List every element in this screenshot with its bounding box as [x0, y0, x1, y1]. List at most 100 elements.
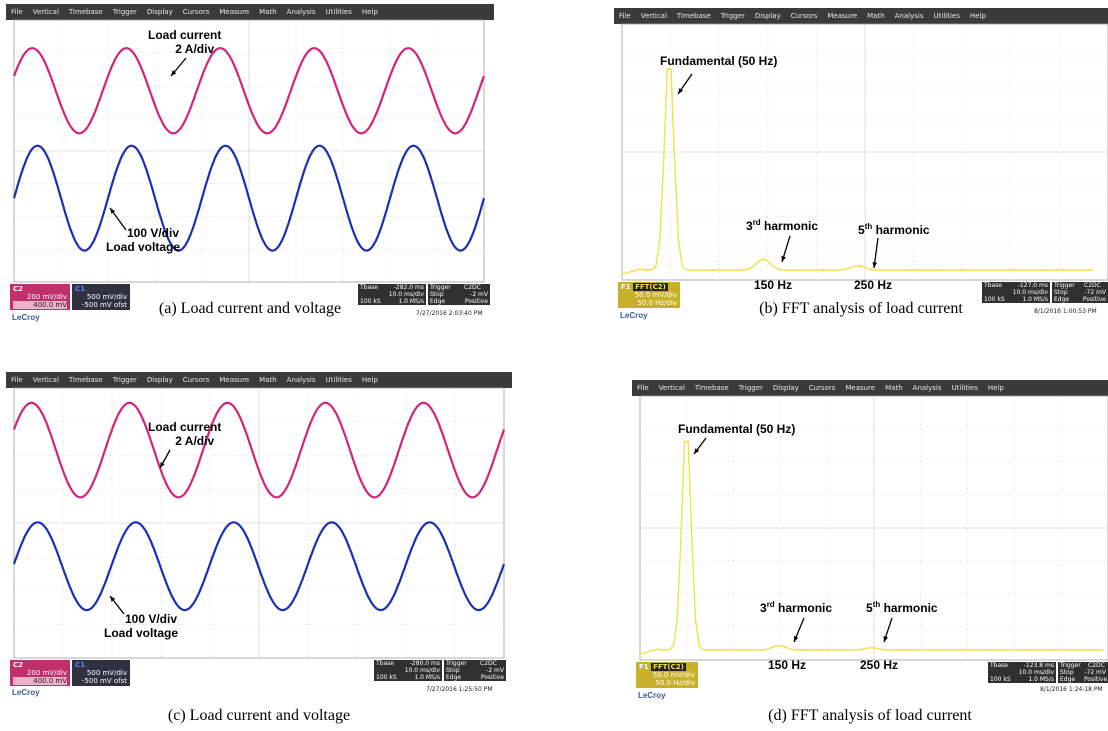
channel-c2-box[interactable]: C2 200 mV/div 400.0 mV — [10, 284, 70, 310]
menu-analysis[interactable]: Analysis — [894, 12, 924, 20]
arrow-head — [678, 88, 684, 94]
fft-sample-point — [824, 269, 827, 271]
menu-help[interactable]: Help — [361, 376, 378, 384]
menu-utilities[interactable]: Utilities — [933, 12, 960, 20]
channel-f1-box[interactable]: F1 FFT(C2) 50.0 mV/div 50.0 Hz/div — [618, 282, 680, 308]
fft-sample-point — [850, 649, 853, 651]
fft-sample-point — [928, 649, 931, 651]
fft-sample-point — [694, 619, 697, 622]
harmonic-3-number: 3 — [746, 219, 753, 233]
trigger-type: Edge — [1058, 676, 1082, 683]
panel-d: File Vertical Timebase Trigger Display Cursor… — [632, 380, 1108, 700]
fft-sample-point — [881, 269, 884, 271]
fft-sample-point — [705, 649, 708, 651]
channel-c1-box[interactable]: C1 500 mV/div -500 mV ofst — [72, 284, 130, 310]
fft-sample-point — [716, 649, 719, 651]
menu-file[interactable]: File — [11, 376, 23, 384]
menu-display[interactable]: Display — [146, 8, 173, 16]
menu-cursors[interactable]: Cursors — [182, 376, 210, 384]
menu-cursors[interactable]: Cursors — [808, 384, 836, 392]
menu-math[interactable]: Math — [885, 384, 903, 392]
brand-logo: LeCroy — [12, 688, 40, 697]
timestamp: 8/1/2016 1:24:18 PM — [1040, 686, 1103, 693]
channel-badge: F1 — [639, 663, 649, 671]
menu-bar: File Vertical Timebase Trigger Display Cursor… — [6, 4, 494, 20]
menu-analysis[interactable]: Analysis — [912, 384, 942, 392]
menu-trigger[interactable]: Trigger — [112, 8, 137, 16]
channel-f1-box[interactable]: F1 FFT(C2) 50.0 mV/div 50.0 Hz/div — [636, 662, 698, 688]
menu-trigger[interactable]: Trigger — [720, 12, 745, 20]
menu-measure[interactable]: Measure — [219, 8, 250, 16]
menu-trigger[interactable]: Trigger — [112, 376, 137, 384]
menu-timebase[interactable]: Timebase — [676, 12, 711, 20]
menu-display[interactable]: Display — [772, 384, 799, 392]
arrow-head — [794, 636, 799, 642]
menu-cursors[interactable]: Cursors — [790, 12, 818, 20]
menu-measure[interactable]: Measure — [845, 384, 876, 392]
trigger-level: -72 mV — [1076, 289, 1108, 296]
menu-trigger[interactable]: Trigger — [738, 384, 763, 392]
channel-scale: 200 mV/div — [26, 293, 67, 301]
menu-utilities[interactable]: Utilities — [325, 376, 352, 384]
menu-analysis[interactable]: Analysis — [286, 8, 316, 16]
fft-sample-point — [960, 269, 963, 271]
fft-sample-point — [677, 240, 680, 243]
menu-vertical[interactable]: Vertical — [32, 8, 59, 16]
menu-measure[interactable]: Measure — [219, 376, 250, 384]
menu-vertical[interactable]: Vertical — [640, 12, 667, 20]
fft-sample-point — [839, 649, 842, 651]
arrow-head — [781, 256, 786, 262]
fft-sample-point — [756, 261, 759, 264]
arrow-head — [110, 208, 116, 214]
menu-cursors[interactable]: Cursors — [182, 8, 210, 16]
fft-sample-point — [950, 649, 953, 651]
menu-timebase[interactable]: Timebase — [694, 384, 729, 392]
menu-math[interactable]: Math — [867, 12, 885, 20]
caption-b: (b) FFT analysis of load current — [759, 300, 963, 317]
menu-analysis[interactable]: Analysis — [286, 376, 316, 384]
trigger-level: -72 mV — [1080, 669, 1108, 676]
menu-file[interactable]: File — [637, 384, 649, 392]
channel-badge: C2 — [13, 285, 24, 293]
menu-math[interactable]: Math — [259, 8, 277, 16]
plot-frame — [13, 19, 485, 283]
timebase-info: Tbase -123.8 ms Trigger C2DC 10.0 ms/div… — [988, 662, 1108, 686]
channel-c2-box[interactable]: C2 200 mV/div 400.0 mV — [10, 660, 70, 686]
fft-sample-point — [666, 68, 669, 71]
fft-sample-point — [700, 269, 703, 271]
menu-display[interactable]: Display — [754, 12, 781, 20]
menu-help[interactable]: Help — [969, 12, 986, 20]
menu-vertical[interactable]: Vertical — [32, 376, 59, 384]
menu-measure[interactable]: Measure — [827, 12, 858, 20]
channel-c1-box[interactable]: C1 500 mV/div -500 mV ofst — [72, 660, 130, 686]
channel-offset: -500 mV ofst — [81, 301, 127, 309]
channel-header: F1 FFT(C2) — [621, 283, 677, 291]
fft-sample-point — [926, 269, 929, 271]
fft-sample-point — [972, 649, 975, 651]
harmonic-5-label: 5th harmonic — [858, 220, 930, 237]
menu-utilities[interactable]: Utilities — [325, 8, 352, 16]
menu-help[interactable]: Help — [987, 384, 1004, 392]
menu-bar: File Vertical Timebase Trigger Display Cursor… — [614, 8, 1108, 24]
menu-timebase[interactable]: Timebase — [68, 8, 103, 16]
caption-c: (c) Load current and voltage — [167, 707, 351, 724]
trigger-type: Edge — [428, 298, 456, 305]
sample-rate: 1.0 MS/s — [1012, 296, 1050, 303]
menu-utilities[interactable]: Utilities — [951, 384, 978, 392]
trigger-mode: Stop — [1058, 669, 1080, 676]
fft-sample-point — [828, 649, 830, 651]
menu-file[interactable]: File — [11, 8, 23, 16]
menu-vertical[interactable]: Vertical — [658, 384, 685, 392]
menu-file[interactable]: File — [619, 12, 631, 20]
menu-math[interactable]: Math — [259, 376, 277, 384]
fft-sample-point — [722, 269, 725, 271]
scope-d: File Vertical Timebase Trigger Display Cursor… — [632, 380, 1108, 700]
fft-sample-point — [1028, 269, 1031, 271]
menu-help[interactable]: Help — [361, 8, 378, 16]
harmonic-5-number: 5 — [858, 223, 865, 237]
fft-sample-point — [903, 269, 906, 271]
menu-timebase[interactable]: Timebase — [68, 376, 103, 384]
channel-source: FFT(C2) — [633, 283, 668, 291]
fft-sample-point — [983, 269, 986, 271]
menu-display[interactable]: Display — [146, 376, 173, 384]
